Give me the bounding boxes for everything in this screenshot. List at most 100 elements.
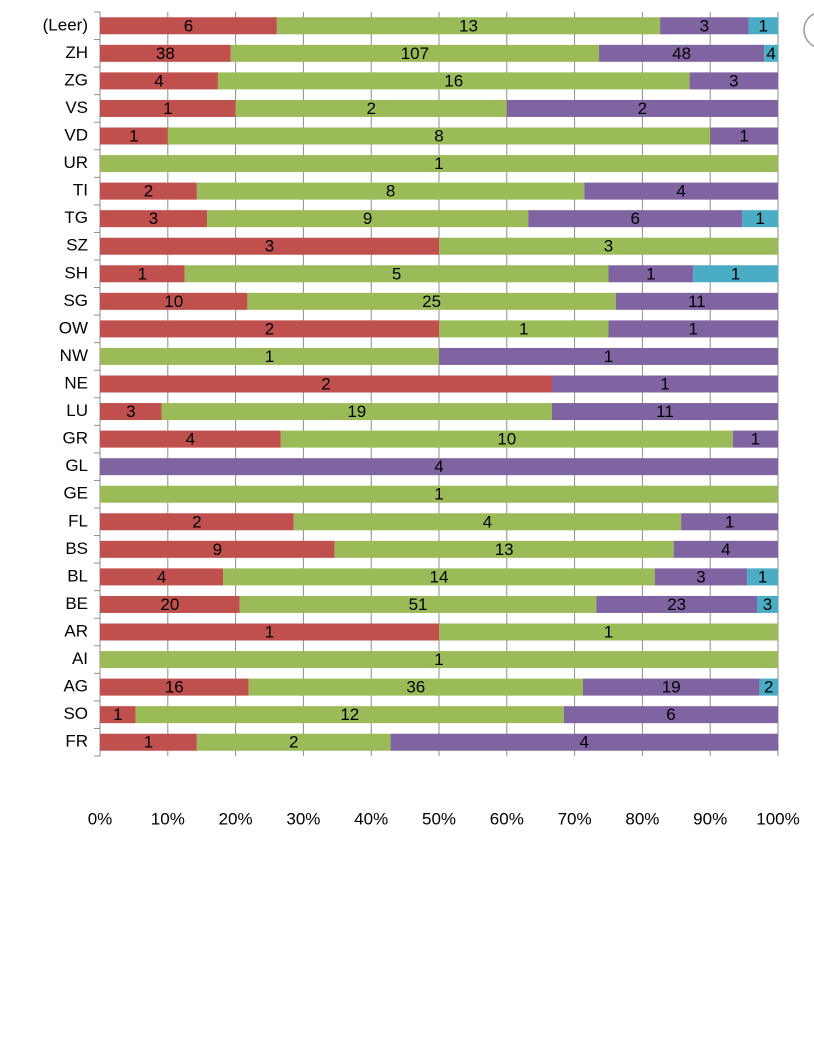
data-label: 4 xyxy=(434,457,443,476)
data-label: 13 xyxy=(459,16,478,35)
bar-segment xyxy=(100,182,197,200)
y-tick-label: VS xyxy=(65,98,88,117)
bar-segment xyxy=(608,265,694,283)
data-label: 2 xyxy=(265,319,274,338)
data-label: 2 xyxy=(366,99,375,118)
data-label: 1 xyxy=(604,622,613,641)
data-label: 36 xyxy=(406,678,425,697)
bar-segment xyxy=(732,430,778,448)
data-label: 1 xyxy=(519,319,528,338)
data-label: 9 xyxy=(363,209,372,228)
data-label: 25 xyxy=(422,292,441,311)
data-label: 3 xyxy=(763,595,772,614)
y-tick-label: SZ xyxy=(66,236,88,255)
data-label: 38 xyxy=(156,44,175,63)
y-tick-label: GE xyxy=(63,484,88,503)
data-label: 1 xyxy=(434,485,443,504)
y-tick-label: GR xyxy=(63,429,89,448)
data-label: 19 xyxy=(662,678,681,697)
bar-segment xyxy=(196,182,585,200)
bar-segment xyxy=(654,568,748,586)
x-tick-label: 40% xyxy=(354,809,388,828)
y-tick-label: AG xyxy=(63,677,88,696)
y-tick-label: ZH xyxy=(65,43,88,62)
bar-segment xyxy=(764,44,778,62)
bar-segment xyxy=(100,375,552,393)
data-label: 1 xyxy=(646,264,655,283)
bar-segment xyxy=(100,210,208,228)
bar-segment xyxy=(235,99,507,117)
data-label: 1 xyxy=(604,347,613,366)
y-tick-label: TI xyxy=(73,181,88,200)
bar-segment xyxy=(439,623,778,641)
bar-segment xyxy=(528,210,743,228)
data-label: 14 xyxy=(430,567,449,586)
bar-segment xyxy=(596,595,758,613)
y-tick-label: ZG xyxy=(64,70,88,89)
data-label: 3 xyxy=(729,71,738,90)
bar-segment xyxy=(135,706,564,724)
data-label: 13 xyxy=(495,540,514,559)
bar-segment xyxy=(100,568,224,586)
bar-segment xyxy=(207,210,529,228)
bar-segment xyxy=(100,430,281,448)
bar-segment xyxy=(439,320,609,338)
bar-segment xyxy=(552,403,778,421)
bar-segment xyxy=(248,678,583,696)
data-label: 4 xyxy=(483,512,492,531)
bar-segment xyxy=(100,155,778,173)
y-tick-label: BS xyxy=(65,539,88,558)
data-label: 51 xyxy=(409,595,428,614)
bar-segment xyxy=(608,320,778,338)
data-label: 1 xyxy=(758,567,767,586)
data-label: 8 xyxy=(386,182,395,201)
data-label: 11 xyxy=(656,402,674,421)
y-tick-label: NW xyxy=(60,346,88,365)
bar-segment xyxy=(293,513,682,531)
data-label: 3 xyxy=(700,16,709,35)
x-tick-label: 100% xyxy=(756,809,799,828)
bar-segment xyxy=(184,265,609,283)
x-tick-label: 80% xyxy=(625,809,659,828)
bar-segment xyxy=(100,320,439,338)
bar-segment xyxy=(747,568,778,586)
y-tick-label: NE xyxy=(64,373,88,392)
bar-segment xyxy=(100,651,778,669)
data-label: 107 xyxy=(401,44,429,63)
bar-segment xyxy=(748,17,778,35)
y-tick-label: AR xyxy=(64,621,88,640)
bar-segment xyxy=(757,595,778,613)
data-label: 4 xyxy=(676,182,685,201)
data-label: 48 xyxy=(672,44,691,63)
bar-segment xyxy=(100,458,778,476)
data-label: 2 xyxy=(638,99,647,118)
data-label: 1 xyxy=(660,374,669,393)
x-tick-label: 0% xyxy=(88,809,113,828)
x-tick-label: 50% xyxy=(422,809,456,828)
bar-segment xyxy=(217,72,690,90)
data-label: 4 xyxy=(154,71,163,90)
bar-segment xyxy=(100,44,231,62)
bar-segment xyxy=(239,595,597,613)
bar-segment xyxy=(584,182,778,200)
bar-segment xyxy=(276,17,661,35)
x-tick-label: 70% xyxy=(558,809,592,828)
data-label: 2 xyxy=(764,678,773,697)
x-tick-label: 90% xyxy=(693,809,727,828)
data-label: 20 xyxy=(160,595,179,614)
data-label: 12 xyxy=(340,705,359,724)
data-label: 3 xyxy=(265,237,274,256)
bar-segment xyxy=(582,678,760,696)
bar-segment xyxy=(100,99,236,117)
y-tick-label: FR xyxy=(65,732,88,751)
y-tick-label: BL xyxy=(67,566,88,585)
y-tick-label: TG xyxy=(64,208,88,227)
data-label: 9 xyxy=(213,540,222,559)
data-label: 2 xyxy=(192,512,201,531)
data-label: 1 xyxy=(434,154,443,173)
data-label: 23 xyxy=(667,595,686,614)
bar-segment xyxy=(100,513,294,531)
y-tick-label: FL xyxy=(68,511,88,530)
x-tick-label: 30% xyxy=(286,809,320,828)
